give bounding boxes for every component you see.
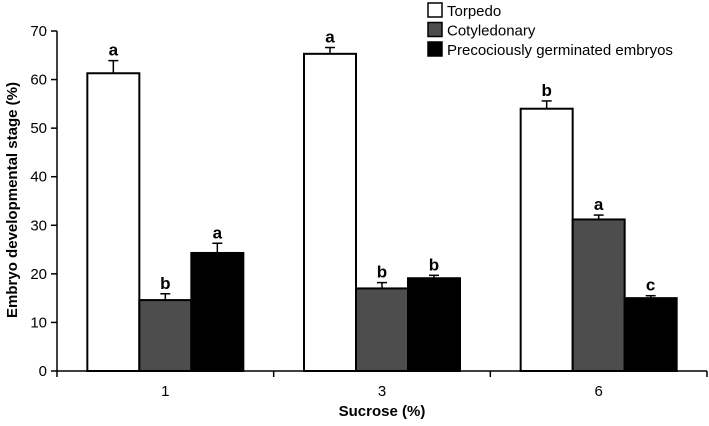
x-axis-title: Sucrose (%) (339, 403, 426, 420)
y-tick-label: 20 (30, 266, 47, 283)
y-tick-label: 30 (30, 217, 47, 234)
bar-cotyledonary (138, 299, 193, 373)
bar-precociously-germinated-embryos (190, 251, 245, 373)
y-tick-label: 60 (30, 72, 47, 89)
x-tick-label: 3 (378, 383, 386, 400)
significance-letter: a (325, 28, 335, 47)
y-tick-label: 10 (30, 314, 47, 331)
legend-swatch-torpedo (427, 2, 443, 18)
legend-swatch-cotyledonary (427, 21, 443, 38)
bar-torpedo (303, 52, 357, 372)
plot-area: 0 10 20 30 40 50 60 70 1 a b a 3 a b b 6 b a c (30, 23, 708, 400)
significance-letter: a (213, 223, 223, 242)
significance-letter: a (594, 195, 604, 214)
x-tick-label: 1 (161, 383, 169, 400)
y-tick-label: 50 (30, 120, 47, 137)
significance-letter: b (429, 255, 439, 274)
legend-swatch-precociously-germinated-embryos (427, 41, 443, 57)
bar-cotyledonary (355, 287, 409, 372)
bar-cotyledonary (571, 218, 626, 372)
legend-entry: Precociously germinated embryos (447, 42, 673, 59)
significance-letter: b (377, 263, 387, 282)
bar-torpedo (519, 107, 574, 372)
y-tick-label: 40 (30, 169, 47, 186)
bar-precociously-germinated-embryos (623, 297, 678, 372)
bar-torpedo (86, 72, 141, 372)
x-tick-label: 6 (594, 383, 602, 400)
y-tick-label: 0 (39, 363, 47, 380)
significance-letter: a (109, 41, 119, 60)
legend: Torpedo Cotyledonary Precociously germinat… (427, 2, 673, 59)
y-axis-title: Embryo developmental stage (%) (4, 82, 21, 318)
legend-entry: Torpedo (447, 3, 501, 20)
legend-entry: Cotyledonary (447, 23, 536, 40)
y-tick-label: 70 (30, 23, 47, 40)
significance-letter: b (541, 81, 551, 100)
bar-precociously-germinated-embryos (407, 277, 461, 373)
significance-letter: c (646, 276, 655, 295)
significance-letter: b (160, 274, 170, 293)
